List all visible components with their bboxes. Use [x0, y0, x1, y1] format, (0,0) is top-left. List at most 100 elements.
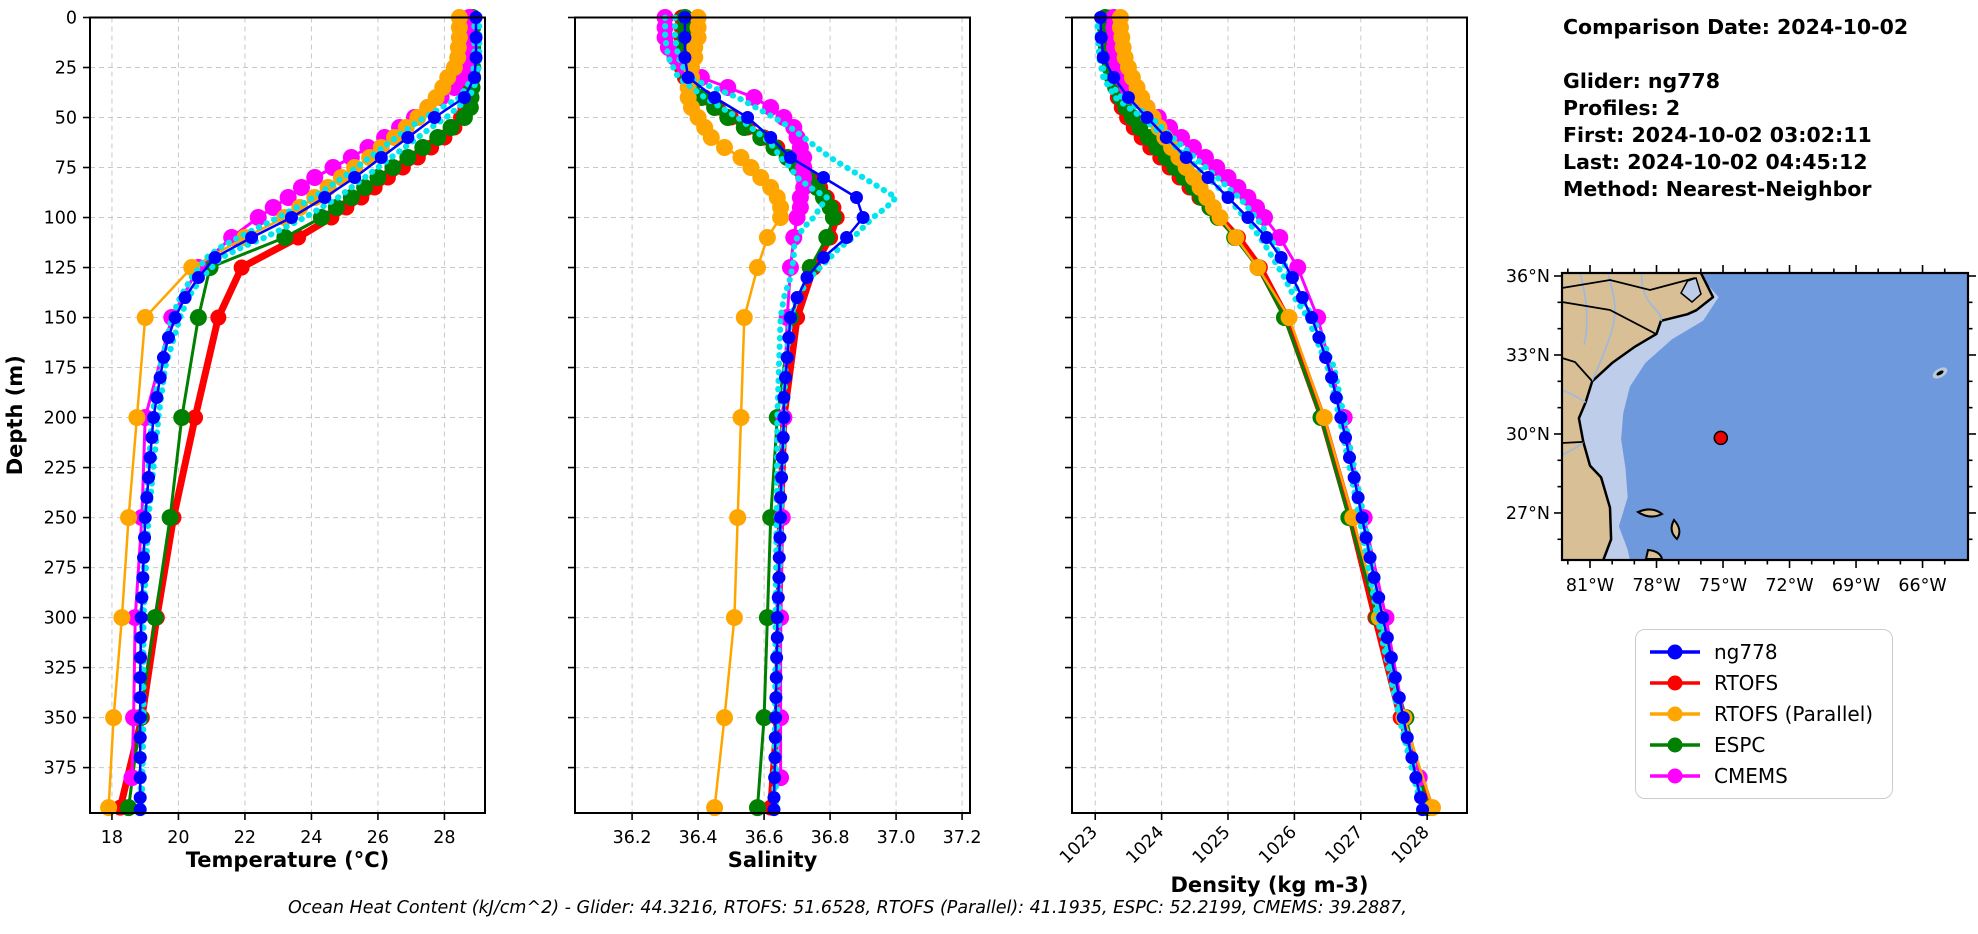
info-panel: Comparison Date: 2024-10-02 Glider: ng77… [1563, 14, 1908, 203]
data-marker [1339, 431, 1353, 445]
series-markers-rtofs-parallel- [679, 9, 790, 817]
lon-tick-label: 81°W [1566, 576, 1614, 596]
data-marker [178, 291, 192, 305]
glider-position-marker [1713, 430, 1729, 446]
legend-item-espc: ESPC [1646, 733, 1882, 757]
data-marker [133, 803, 147, 817]
legend-label: ESPC [1714, 733, 1766, 758]
data-marker [840, 231, 854, 245]
data-marker [401, 131, 415, 145]
data-marker [168, 311, 182, 325]
series-line-ng778-raw-profile-2 [1094, 14, 1425, 813]
data-marker [1372, 591, 1386, 605]
data-marker [120, 799, 138, 817]
data-marker [156, 351, 170, 365]
legend-item-rtofs-parallel-: RTOFS (Parallel) [1646, 702, 1882, 726]
data-marker [120, 509, 138, 527]
river [1591, 272, 1616, 382]
data-marker [856, 211, 870, 225]
data-marker [133, 731, 147, 745]
data-marker [318, 191, 332, 205]
data-marker [775, 451, 789, 465]
data-marker [191, 271, 205, 285]
legend-marker-icon [1650, 706, 1700, 722]
data-marker [776, 431, 790, 445]
data-marker [1367, 571, 1381, 585]
data-marker [678, 51, 692, 65]
data-marker [748, 799, 766, 817]
data-marker [758, 609, 776, 627]
data-marker [777, 391, 791, 405]
x-tick-label: 26 [367, 828, 389, 848]
data-marker [790, 291, 804, 305]
legend-marker-icon [1650, 737, 1700, 753]
data-marker [1094, 31, 1108, 45]
data-marker [785, 229, 803, 247]
density-profile-chart: 1023 1024 1025 1026 1027 1028 Density (kg m-3) [1056, 9, 1468, 897]
data-marker [292, 179, 310, 197]
data-marker [279, 189, 297, 207]
density-plot: 1023 1024 1025 1026 1027 1028 Density (kg m-3) [1056, 9, 1468, 897]
data-marker [128, 409, 146, 427]
x-tick-label: 1028 [1388, 822, 1434, 868]
y-tick-label: 0 [66, 9, 77, 29]
data-marker [849, 191, 863, 205]
data-marker [173, 409, 191, 427]
data-marker [1274, 251, 1288, 265]
data-marker [208, 251, 222, 265]
glider-name-text: Glider: ng778 [1563, 69, 1720, 93]
bermuda-island [1936, 370, 1944, 376]
data-marker [135, 591, 149, 605]
rivers [1561, 272, 1663, 456]
axes-frame [574, 16, 971, 814]
salinity-profile-chart: 36.2 36.4 36.6 36.8 37.0 37.2 Salinity [568, 9, 982, 872]
data-marker [768, 771, 782, 785]
data-marker [1249, 259, 1267, 277]
data-marker [1280, 309, 1298, 327]
data-marker [457, 91, 471, 105]
data-marker [758, 229, 776, 247]
data-marker [729, 509, 747, 527]
data-marker [429, 129, 447, 147]
legend-label: ng778 [1714, 639, 1778, 664]
info-spacer [1563, 41, 1908, 68]
series-markers-ng778 [1094, 11, 1430, 817]
x-tick-label: 36.2 [613, 828, 652, 848]
series-markers-ng778 [133, 11, 483, 817]
grid-lines [1072, 17, 1467, 813]
data-marker [469, 31, 483, 45]
y-tick-label: 125 [44, 259, 77, 279]
data-marker [755, 709, 773, 727]
river [1561, 389, 1587, 404]
last-profile-time-text: Last: 2024-10-02 04:45:12 [1563, 150, 1868, 174]
legend: ng778 RTOFS RTOFS (Parallel) ESPC CMEMS [1635, 629, 1893, 799]
state-border [1561, 357, 1593, 382]
data-marker [189, 309, 207, 327]
data-marker [1121, 91, 1135, 105]
data-marker [1342, 451, 1356, 465]
island [1635, 508, 1664, 518]
data-marker [1221, 191, 1235, 205]
data-marker [780, 351, 794, 365]
data-marker [105, 709, 123, 727]
method-text: Method: Nearest-Neighbor [1563, 177, 1872, 201]
x-tick-label: 1026 [1255, 822, 1301, 868]
data-marker [1392, 691, 1406, 705]
data-marker [442, 119, 460, 137]
data-marker [1414, 791, 1428, 805]
data-marker [414, 139, 432, 157]
x-tick-label: 1024 [1123, 822, 1169, 868]
data-marker [455, 109, 473, 127]
x-tick-label: 18 [101, 828, 123, 848]
data-marker [1363, 551, 1377, 565]
axes-frame [1071, 16, 1468, 814]
y-tick-label: 325 [44, 659, 77, 679]
x-tick-label: 20 [167, 828, 189, 848]
data-marker [1325, 371, 1339, 385]
data-marker [399, 149, 417, 167]
profiles-count-text: Profiles: 2 [1563, 96, 1681, 120]
series-line-ng778-raw-profile-1 [138, 14, 483, 813]
y-tick-label: 200 [44, 409, 77, 429]
data-marker [1096, 51, 1110, 65]
